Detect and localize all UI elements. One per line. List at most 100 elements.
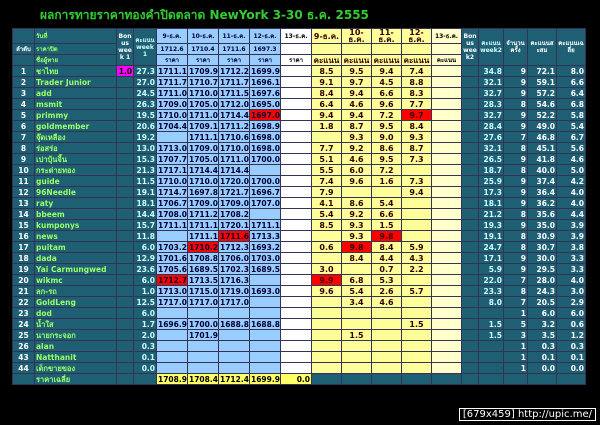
cell: 5.4 — [556, 120, 586, 132]
cell: 8.6 — [341, 197, 372, 209]
cell: 1714.4 — [218, 164, 250, 176]
cell: 1716.3 — [218, 274, 250, 286]
cell — [311, 373, 342, 385]
cell: 43 — [12, 351, 35, 363]
cell: 1689.5 — [187, 263, 219, 275]
cell: 1698.0 — [249, 131, 281, 143]
cell: 1700.0 — [187, 318, 219, 330]
cell: 37.4 — [527, 175, 557, 187]
cell: 1713.5 — [187, 274, 219, 286]
cell — [280, 109, 312, 121]
cell: 18 — [12, 252, 35, 264]
cell — [461, 241, 479, 253]
cell: 5 — [503, 318, 528, 330]
cell: 4.4 — [556, 208, 586, 220]
cell: 23.6 — [133, 263, 157, 275]
cell — [556, 373, 586, 385]
cell: 1711.1 — [187, 131, 219, 143]
cell: bbeem — [34, 208, 117, 220]
cell: 17.3 — [478, 186, 504, 198]
score-table: วันที่ Bonus week 1 คะแนน week 1 9-ธ.ค. … — [12, 28, 586, 385]
cell: 9.0 — [371, 131, 402, 143]
cell: 6.0 — [556, 307, 586, 319]
cell — [461, 186, 479, 198]
cell: ราคาเฉลี่ย — [34, 373, 117, 385]
row: 11 guide 11.5 1710.0 1710.0 1720.0 1700.0 7.4 9.… — [12, 175, 586, 187]
cell: 1711.1 — [156, 219, 188, 231]
cell: add — [34, 87, 117, 99]
cell: 9 — [503, 153, 528, 165]
cell: 6.8 — [341, 274, 372, 286]
cell: 5.0 — [556, 164, 586, 176]
cell: 0.0 — [527, 362, 557, 374]
cell — [401, 373, 432, 385]
cell — [218, 329, 250, 341]
cell: 1699.9 — [249, 65, 281, 77]
cell: 20 — [12, 274, 35, 286]
cell — [478, 362, 504, 374]
cell: 1.5 — [478, 329, 504, 341]
cell: 1693.2 — [249, 241, 281, 253]
cell — [12, 373, 35, 385]
cell — [116, 340, 134, 352]
header: 13-ธ.ค. — [431, 28, 462, 44]
cell: 17.1 — [478, 252, 504, 264]
cell — [280, 65, 312, 77]
cell: 3.2 — [527, 318, 557, 330]
cell — [280, 153, 312, 165]
cell: 16 — [12, 230, 35, 242]
row: 6 goldmember 20.6 1704.4 1709.1 1711.2 1698.9 1… — [12, 120, 586, 132]
cell: 4.6 — [556, 153, 586, 165]
cell: guide — [34, 175, 117, 187]
cell: 1709.0 — [187, 197, 219, 209]
cell: 30.9 — [527, 230, 557, 242]
cell: 9.8 — [341, 241, 372, 253]
cell — [461, 263, 479, 275]
cell: 3 — [503, 329, 528, 341]
cell — [341, 351, 372, 363]
cell: 1698.0 — [249, 142, 281, 154]
cell: 5 — [12, 109, 35, 121]
cell: 1706.0 — [218, 252, 250, 264]
cell: 1714.7 — [156, 186, 188, 198]
cell: 1.8 — [311, 120, 342, 132]
cell: kumponys — [34, 219, 117, 231]
cell: 1697.8 — [187, 186, 219, 198]
cell — [311, 307, 342, 319]
cell — [431, 329, 462, 341]
cell: 8 — [503, 241, 528, 253]
cell: 8.3 — [401, 87, 432, 99]
cell: 1707.7 — [156, 153, 188, 165]
cell — [461, 296, 479, 308]
cell: 6.4 — [556, 87, 586, 99]
cell: 9.4 — [341, 109, 372, 121]
cell — [401, 362, 432, 374]
cell — [116, 175, 134, 187]
cell — [461, 329, 479, 341]
cell: 7.4 — [311, 175, 342, 187]
cell — [461, 274, 479, 286]
cell — [116, 241, 134, 253]
cell: 2 — [12, 76, 35, 88]
cell — [116, 87, 134, 99]
cell: 96Needle — [34, 186, 117, 198]
cell: 1711.1 — [187, 219, 219, 231]
cell: 1.5 — [341, 329, 372, 341]
cell — [187, 351, 219, 363]
cell: 9.8 — [371, 230, 402, 242]
cell: 8.4 — [311, 87, 342, 99]
cell — [431, 109, 462, 121]
cell: 1697.6 — [249, 87, 281, 99]
cell — [431, 373, 462, 385]
cell — [461, 318, 479, 330]
title: ผลการทายราคาทองคำปิดตลาด NewYork 3-30 ธ.… — [40, 8, 369, 22]
cell: 8.4 — [341, 252, 372, 264]
row: 1 ชาไทย 1.0 27.3 1711.1 1709.9 1712.2 1699.9 8.5… — [12, 65, 586, 77]
cell: 1709.9 — [187, 65, 219, 77]
header: 13-ธ.ค. — [280, 28, 312, 44]
cell — [249, 329, 281, 341]
cell: 6.0 — [133, 241, 157, 253]
cell: 4.1 — [311, 197, 342, 209]
cell: 32.1 — [478, 76, 504, 88]
cell — [116, 131, 134, 143]
